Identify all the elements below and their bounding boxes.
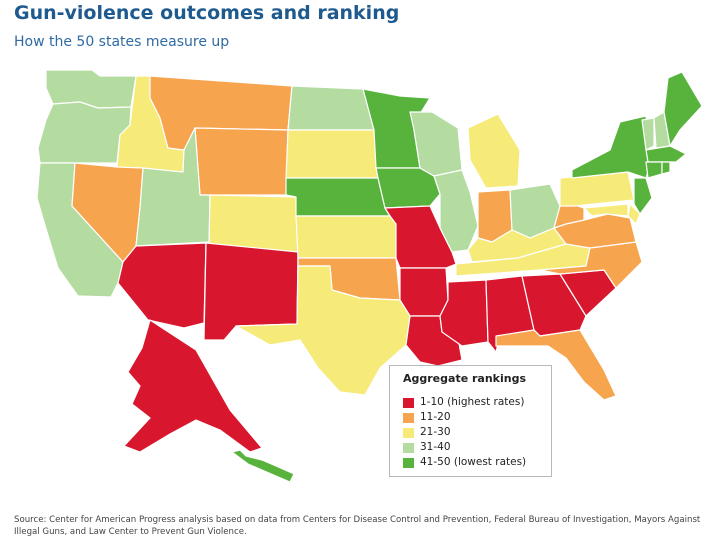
state-ak (123, 319, 263, 453)
states-layer (36, 69, 703, 483)
map-subtitle: How the 50 states measure up (14, 34, 230, 50)
state-md (583, 203, 629, 217)
state-or (37, 101, 132, 164)
state-mi (467, 113, 521, 189)
state-wy (194, 127, 289, 196)
state-ks (295, 215, 397, 259)
state-de (627, 203, 641, 225)
state-co (208, 194, 299, 253)
state-tx (235, 265, 411, 396)
legend-swatch (403, 428, 414, 438)
state-nd (287, 85, 375, 131)
state-ar (399, 267, 449, 317)
legend-label: 1-10 (highest rates) (420, 396, 525, 408)
state-ny (571, 115, 653, 179)
state-wa (45, 69, 137, 109)
source-note: Source: Center for American Progress ana… (14, 515, 701, 537)
state-me (663, 71, 703, 147)
legend-label: 41-50 (lowest rates) (420, 456, 527, 468)
legend-label: 31-40 (420, 441, 451, 453)
state-fl (495, 329, 617, 401)
state-ne (285, 177, 391, 217)
state-nc (539, 241, 643, 289)
legend-label: 21-30 (420, 426, 451, 438)
legend-title: Aggregate rankings (403, 372, 527, 385)
state-sd (285, 129, 379, 179)
legend: Aggregate rankings 1-10 (highest rates) … (389, 365, 552, 477)
legend-swatch (403, 443, 414, 453)
legend-swatch (403, 398, 414, 408)
state-az (117, 242, 207, 329)
state-ct (645, 161, 663, 179)
map-title: Gun-violence outcomes and ranking (14, 2, 400, 24)
state-ri (661, 161, 671, 175)
state-vt (641, 117, 655, 151)
state-nj (633, 177, 653, 215)
legend-swatch (403, 413, 414, 423)
legend-swatch (403, 458, 414, 468)
legend-label: 11-20 (420, 411, 451, 423)
state-ut (135, 127, 211, 247)
state-ma (645, 145, 687, 163)
state-hi (231, 449, 295, 483)
state-pa (559, 171, 635, 207)
